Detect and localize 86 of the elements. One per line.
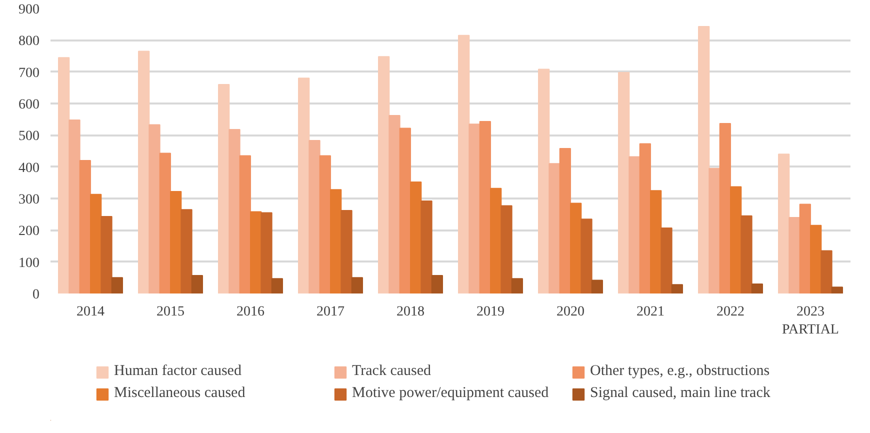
legend-label: Track caused bbox=[352, 362, 432, 380]
x-tick-label: 2022 bbox=[716, 304, 744, 320]
bar bbox=[799, 204, 811, 294]
bar bbox=[698, 26, 710, 294]
x-tick-label: 2016 bbox=[236, 304, 264, 320]
x-tick-label: 2018 bbox=[396, 304, 424, 320]
bar bbox=[170, 191, 182, 294]
bar bbox=[271, 278, 283, 294]
bar bbox=[591, 280, 603, 294]
legend-label: Miscellaneous caused bbox=[114, 384, 246, 402]
bar bbox=[218, 84, 230, 294]
bar bbox=[180, 209, 192, 294]
legend-label: Other types, e.g., obstructions bbox=[590, 362, 771, 380]
bar bbox=[458, 34, 470, 294]
bar bbox=[820, 250, 832, 294]
bar bbox=[138, 50, 150, 294]
y-tick-label: 0 bbox=[32, 288, 40, 302]
bar bbox=[580, 218, 592, 294]
bar bbox=[340, 210, 352, 294]
bar bbox=[298, 78, 310, 294]
bar bbox=[708, 168, 720, 294]
x-tick-label: 2017 bbox=[316, 304, 344, 320]
y-tick-label: 300 bbox=[18, 192, 40, 208]
bar bbox=[548, 163, 560, 294]
bar bbox=[618, 72, 630, 294]
bar bbox=[751, 284, 763, 294]
bar bbox=[479, 121, 491, 294]
x-tick-label: 2014 bbox=[76, 304, 104, 320]
bar bbox=[351, 277, 363, 294]
bar bbox=[79, 160, 91, 294]
legend-label: Signal caused, main line track bbox=[590, 384, 772, 402]
x-tick-label: 2020 bbox=[556, 304, 584, 320]
legend-label: Human factor caused bbox=[114, 362, 242, 380]
bar bbox=[388, 115, 400, 294]
y-tick-label: 100 bbox=[18, 256, 40, 271]
bar bbox=[431, 274, 443, 294]
bar bbox=[639, 143, 651, 294]
bar bbox=[810, 224, 822, 294]
bar bbox=[570, 202, 582, 294]
bar bbox=[148, 124, 160, 294]
bar bbox=[58, 57, 70, 294]
bar bbox=[730, 186, 742, 294]
bar bbox=[420, 200, 432, 294]
y-tick-label: 500 bbox=[18, 129, 40, 144]
bar bbox=[719, 122, 731, 294]
y-tick-label: 800 bbox=[18, 34, 40, 50]
bar bbox=[191, 274, 203, 294]
x-tick-label: 2015 bbox=[156, 304, 184, 320]
bar bbox=[788, 217, 800, 294]
bar bbox=[671, 284, 683, 294]
bar bbox=[660, 227, 672, 294]
x-tick-label: 2019 bbox=[476, 304, 504, 320]
y-tick-label: 400 bbox=[18, 160, 40, 176]
bar bbox=[260, 212, 272, 294]
bar bbox=[831, 286, 843, 294]
bar bbox=[399, 128, 411, 294]
bar bbox=[500, 205, 512, 294]
bar bbox=[778, 154, 790, 294]
bar bbox=[239, 155, 251, 294]
bar bbox=[628, 156, 640, 294]
bar bbox=[538, 68, 550, 294]
bar bbox=[100, 216, 112, 294]
y-tick-label: 900 bbox=[18, 2, 40, 18]
y-tick-label: 200 bbox=[18, 224, 40, 240]
legend-label: Motive power/equipment caused bbox=[352, 384, 550, 402]
bar bbox=[308, 140, 320, 294]
bar bbox=[511, 278, 523, 294]
bar bbox=[468, 124, 480, 294]
bar bbox=[90, 194, 102, 294]
bar bbox=[111, 277, 123, 294]
bar bbox=[650, 190, 662, 294]
x-tick-label: 2023 PARTIAL bbox=[782, 304, 839, 338]
bar bbox=[250, 211, 262, 294]
bar bbox=[740, 215, 752, 294]
bar bbox=[378, 56, 390, 294]
bar bbox=[410, 182, 422, 294]
bar bbox=[159, 152, 171, 294]
x-tick-label: 2021 bbox=[636, 304, 664, 320]
bar bbox=[330, 189, 342, 294]
y-tick-label: 600 bbox=[18, 98, 40, 112]
y-tick-label: 700 bbox=[18, 66, 40, 81]
bar bbox=[490, 188, 502, 294]
bar bbox=[559, 148, 571, 294]
bar bbox=[228, 128, 240, 294]
bar bbox=[68, 119, 80, 294]
bar bbox=[319, 155, 331, 294]
